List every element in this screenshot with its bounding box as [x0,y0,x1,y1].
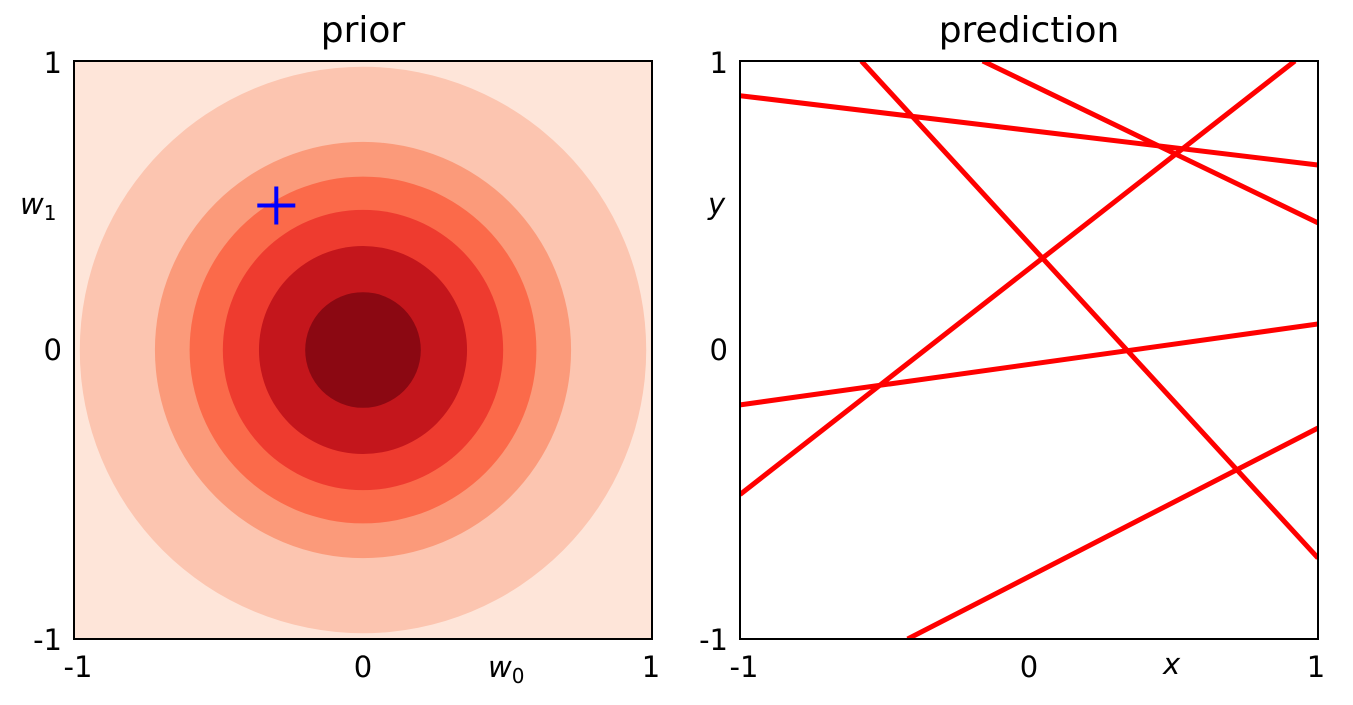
prediction-panel: prediction 0 -1 1 1 0 -1 x y [699,10,1325,684]
prediction-ylabel: y [707,187,726,221]
prediction-xtick-neg1: -1 [730,650,759,684]
prediction-ytick-1: 1 [710,46,728,80]
prediction-ytick-0: 0 [710,333,728,367]
prediction-line-5 [906,425,1318,639]
prediction-line-0 [740,93,1318,168]
contour-level-6 [305,292,421,408]
prior-title: prior [321,10,406,51]
prediction-plot-frame [739,60,1319,640]
prior-contours [74,61,652,639]
prediction-ytick-neg1: -1 [699,623,728,657]
prediction-xtick-1: 1 [1307,650,1325,684]
prediction-line-4 [740,321,1318,408]
prior-ytick-1: 1 [44,46,62,80]
prediction-line-3 [740,61,1297,497]
prior-ytick-0: 0 [44,333,62,367]
prior-xlabel: w0 [488,650,524,688]
prior-panel: prior 0 -1 1 1 0 -1 w0 w1 [20,10,660,688]
sample-marker [257,186,296,225]
prediction-title: prediction [939,10,1120,51]
prediction-xlabel: x [1162,647,1181,681]
prior-ylabel: w1 [20,187,56,225]
prediction-line-2 [981,61,1318,226]
prior-ytick-neg1: -1 [33,623,62,657]
prediction-lines [740,61,1318,639]
prior-xtick-neg1: -1 [64,650,93,684]
prior-xtick-0: 0 [354,650,372,684]
prior-plot-frame [73,60,653,640]
prediction-xtick-0: 0 [1020,650,1038,684]
prior-xtick-1: 1 [642,650,660,684]
prediction-line-1 [859,61,1318,560]
prediction-plot-area [740,61,1318,639]
